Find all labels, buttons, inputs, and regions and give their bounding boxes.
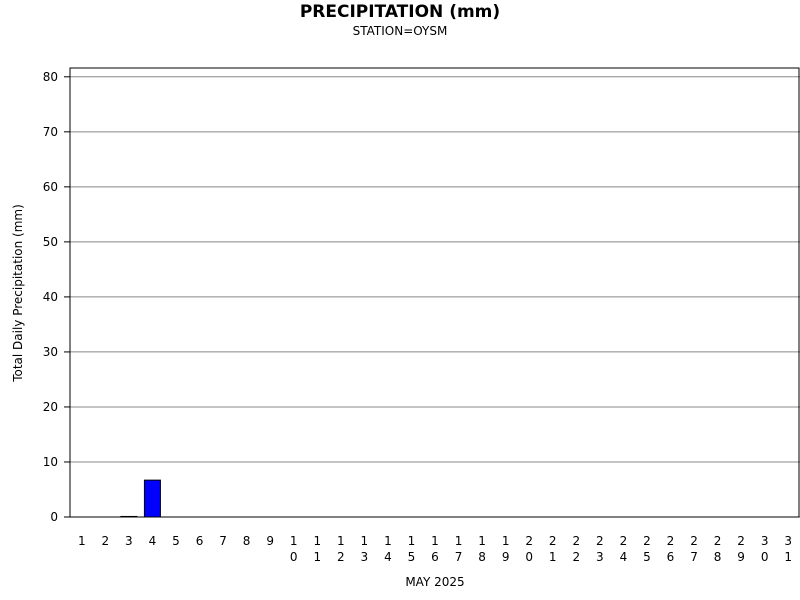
x-tick-label: 7 (219, 534, 227, 548)
plot-frame (69, 67, 800, 518)
x-tick-label: 6 (196, 534, 204, 548)
x-tick-label: 4 (149, 534, 157, 548)
y-tick-label: 80 (43, 70, 58, 84)
x-tick-label: 8 (243, 534, 251, 548)
y-tick-label: 20 (43, 400, 58, 414)
y-tick-label: 0 (50, 510, 58, 524)
x-tick-label: 2 (102, 534, 110, 548)
x-axis-label: MAY 2025 (405, 575, 464, 589)
bar (120, 515, 138, 518)
x-tick-label: 1 (78, 534, 86, 548)
bar (143, 479, 161, 518)
y-tick-label: 50 (43, 235, 58, 249)
y-tick-label: 70 (43, 125, 58, 139)
x-tick-label: 3 (125, 534, 133, 548)
y-tick-label: 40 (43, 290, 58, 304)
chart-subtitle: STATION=OYSM (353, 24, 448, 38)
x-tick-label: 5 (172, 534, 180, 548)
y-axis-label: Total Daily Precipitation (mm) (11, 204, 25, 383)
y-tick-label: 10 (43, 455, 58, 469)
chart-title: PRECIPITATION (mm) (300, 2, 500, 22)
y-tick-label: 30 (43, 345, 58, 359)
y-tick-label: 60 (43, 180, 58, 194)
x-tick-label: 9 (266, 534, 274, 548)
